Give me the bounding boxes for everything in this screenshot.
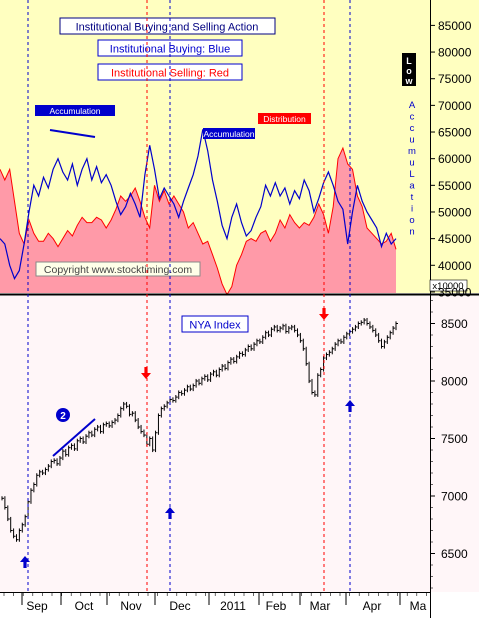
top-y-tick-label: 85000: [438, 19, 472, 33]
side-label: L o w: [402, 53, 416, 86]
x-tick-label: Sep: [26, 599, 48, 613]
top-y-tick-label: 50000: [438, 205, 472, 219]
marker-two: 2: [56, 408, 70, 422]
x-tick-label: Ma: [410, 599, 427, 613]
down-arrow-icon: [319, 308, 329, 320]
bottom-y-tick-label: 8000: [441, 375, 468, 389]
side-label-letter: u: [409, 158, 414, 169]
top-y-tick-label: 60000: [438, 152, 472, 166]
top-y-tick-label: 35000: [438, 285, 472, 299]
annotation-accumulation-2-label: Accumulation: [203, 129, 254, 139]
up-arrow-icon: [165, 507, 175, 519]
selling-area: [0, 148, 396, 295]
bottom-y-tick-label: 8500: [441, 317, 468, 331]
side-label-low-1: L: [406, 56, 412, 66]
bottom-panel-background: [0, 296, 430, 592]
side-label-letter: c: [410, 123, 415, 134]
up-arrow-icon: [345, 400, 355, 412]
accumulation-trend-line: [49, 129, 96, 138]
x-tick-label: Oct: [75, 599, 94, 613]
top-y-tick-label: 55000: [438, 179, 472, 193]
top-y-tick-label: 65000: [438, 126, 472, 140]
down-arrow-icon: [141, 367, 151, 379]
side-label-letter: i: [411, 204, 413, 215]
unit-label-box: x10000: [429, 279, 468, 292]
bottom-axis-background: [430, 296, 479, 592]
side-label-letter: u: [409, 135, 414, 146]
annotation-distribution: Distribution: [258, 113, 311, 124]
bottom-chart-title: NYA Index: [189, 320, 241, 332]
bottom-title-box: NYA Index: [181, 315, 249, 333]
unit-label: x10000: [432, 281, 463, 292]
top-y-tick-label: 45000: [438, 232, 472, 246]
selling-line: [0, 146, 397, 296]
uptrend-line: [52, 418, 96, 457]
up-arrow-icon: [20, 556, 30, 568]
side-label-letter: c: [410, 112, 415, 123]
side-label-letter: m: [408, 146, 416, 157]
title-box: Institutional Buying and Selling Action: [59, 17, 276, 35]
side-label-low-3: w: [404, 76, 413, 86]
side-label-letter: n: [409, 227, 414, 238]
copyright-label: Copyright www.stocktiming.com: [44, 264, 192, 276]
x-tick-label: Feb: [266, 599, 287, 613]
side-label-letter: t: [411, 192, 414, 203]
side-label-low-2: o: [406, 66, 412, 76]
annotation-accumulation-1: Accumulation: [35, 105, 115, 116]
annotation-accumulation-1-label: Accumulation: [49, 106, 100, 116]
side-label-letter: a: [409, 181, 415, 192]
side-label-letter: A: [409, 100, 416, 111]
x-tick-label: Nov: [120, 599, 141, 613]
side-label-letter: L: [409, 169, 414, 180]
x-tick-label: 2011: [220, 599, 246, 613]
x-tick-label: Dec: [169, 599, 190, 613]
x-tick-label: Apr: [363, 599, 382, 613]
bottom-y-tick-label: 7000: [441, 490, 468, 504]
x-axis-background: [0, 592, 479, 618]
top-y-tick-label: 80000: [438, 46, 472, 60]
top-panel: [0, 129, 397, 296]
top-axis-background: [430, 0, 479, 293]
copyright-box: Copyright www.stocktiming.com: [35, 261, 201, 277]
axes: 35000 40000 45000 50000 55000 60000 65000 70000…: [3, 0, 472, 613]
bottom-y-tick-label: 7500: [441, 432, 468, 446]
buying-line: [0, 129, 397, 280]
top-chart-title: Institutional Buying and Selling Action: [76, 22, 259, 34]
annotation-accumulation-2: Accumulation: [203, 128, 255, 139]
top-y-tick-label: 70000: [438, 99, 472, 113]
top-y-tick-label: 75000: [438, 72, 472, 86]
top-y-tick-label: 40000: [438, 259, 472, 273]
marker-two-label: 2: [60, 411, 66, 422]
bottom-panel: [1, 317, 398, 542]
bottom-y-tick-label: 6500: [441, 547, 468, 561]
x-tick-label: Mar: [310, 599, 331, 613]
side-label-letter: o: [409, 215, 414, 226]
annotation-distribution-label: Distribution: [263, 114, 306, 124]
